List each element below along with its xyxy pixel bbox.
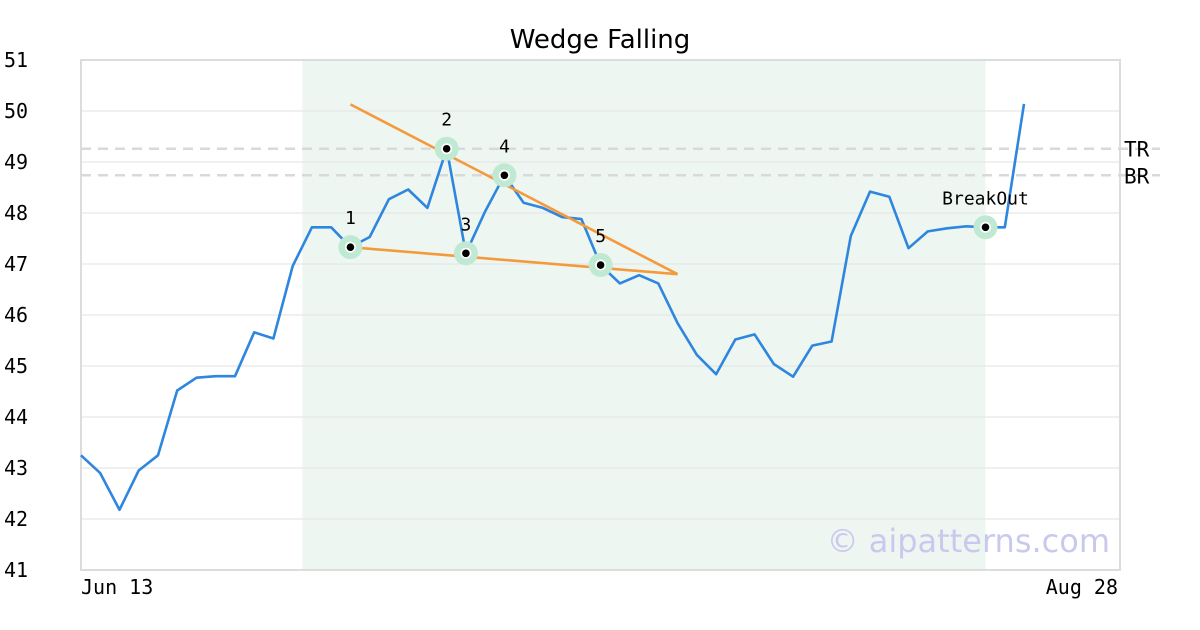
reference-line-label: BR	[1124, 164, 1150, 188]
y-tick-label: 43	[4, 456, 28, 480]
pattern-point-label: BreakOut	[942, 188, 1029, 209]
pattern-point	[442, 144, 451, 153]
wedge-line	[350, 245, 678, 276]
pattern-point	[596, 261, 605, 269]
pattern-point-label: 1	[345, 208, 356, 229]
x-tick-label: Aug 28	[1046, 575, 1118, 599]
pattern-point	[346, 243, 355, 251]
y-tick-label: 46	[4, 303, 28, 327]
pattern-point-label: 3	[460, 214, 471, 235]
watermark: © aipatterns.com	[827, 522, 1110, 560]
x-axis-ticks: Jun 13 Aug 28	[81, 575, 1118, 599]
x-tick-label: Jun 13	[81, 575, 153, 599]
pattern-point	[462, 249, 470, 258]
pattern-point	[500, 171, 509, 180]
pattern-point-label: 2	[441, 110, 452, 131]
chart-title: Wedge Falling	[510, 25, 691, 55]
y-axis-ticks: 41 42 43 44 45 46 47 48 49 50 51	[4, 48, 28, 582]
pattern-point-label: 5	[595, 226, 606, 247]
price-series	[80, 103, 1026, 512]
y-tick-label: 50	[4, 99, 28, 123]
y-tick-label: 44	[4, 405, 28, 429]
y-tick-label: 49	[4, 150, 28, 174]
series-line	[80, 103, 1026, 512]
plot-border	[80, 59, 1121, 571]
y-tick-label: 45	[4, 354, 28, 378]
y-tick-label: 41	[4, 558, 28, 582]
wedge-line	[349, 103, 679, 276]
y-tick-label: 48	[4, 201, 28, 225]
y-tick-label: 51	[4, 48, 28, 72]
pattern-points: 1 2 3 4 5 BreakOut	[338, 110, 1029, 278]
reference-line-label: TR	[1124, 138, 1150, 162]
y-tick-label: 42	[4, 507, 28, 531]
pattern-point-label: 4	[499, 136, 510, 157]
y-tick-label: 47	[4, 252, 28, 276]
pattern-point	[981, 223, 990, 232]
wedge-lines	[349, 103, 679, 276]
